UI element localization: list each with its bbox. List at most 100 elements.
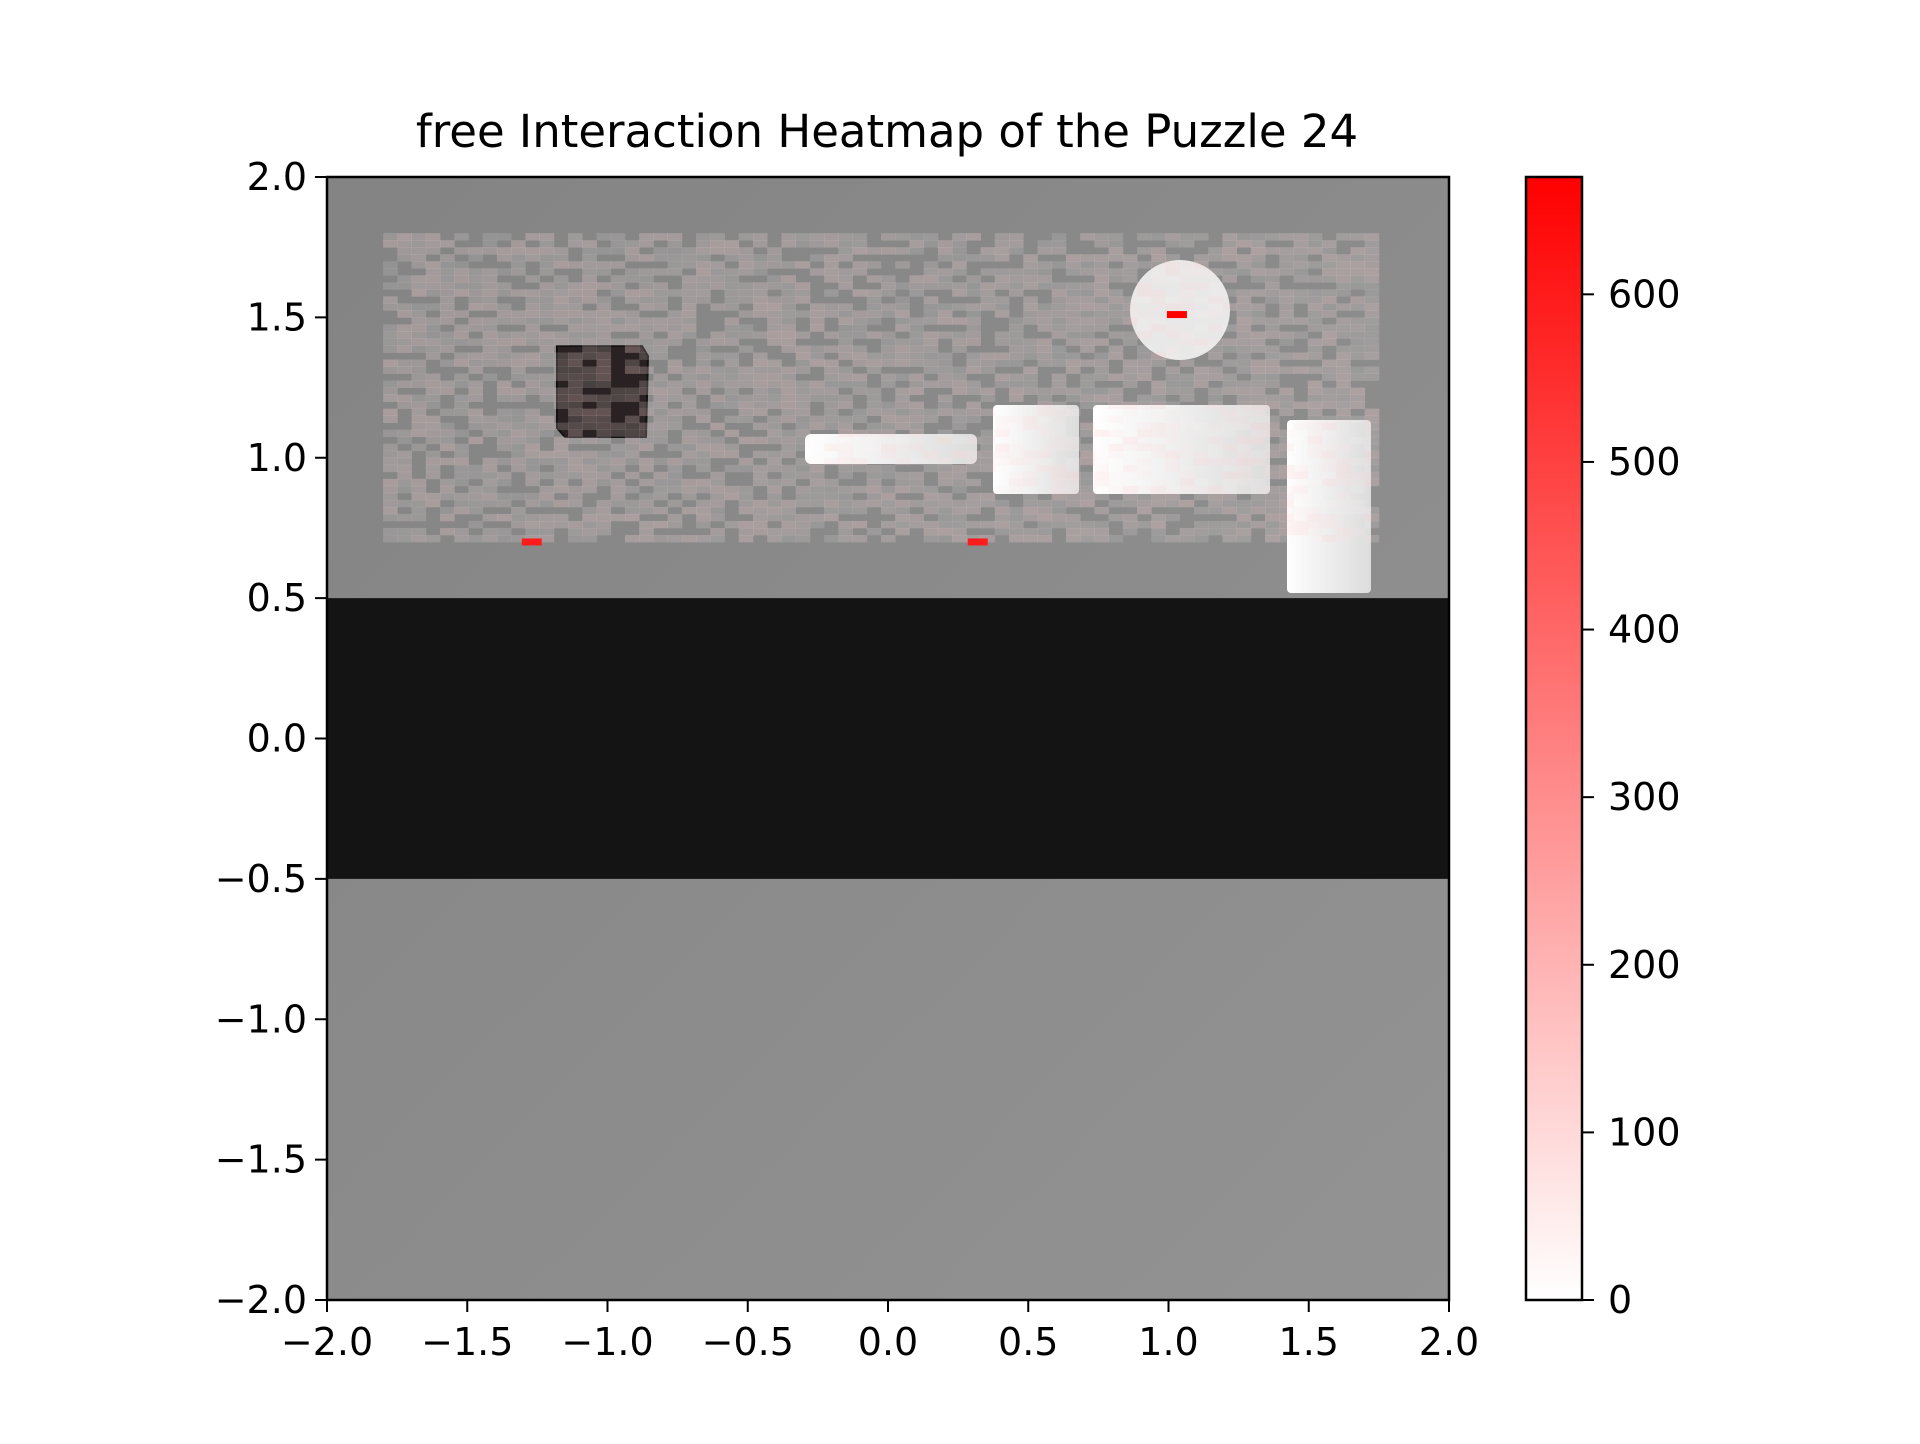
heat-cell [1208, 492, 1223, 501]
heat-cell [1179, 450, 1195, 459]
heat-cell [1037, 443, 1053, 452]
heat-cell [1122, 527, 1138, 536]
heat-cell [1279, 268, 1294, 276]
heat-cell [553, 478, 569, 487]
heat-cell [1307, 394, 1323, 402]
heat-cell [880, 338, 896, 346]
heat-cell [1293, 520, 1309, 529]
heat-cell [724, 366, 740, 374]
heat-cell [966, 359, 981, 367]
heat-cell [639, 317, 654, 325]
heat-cell [383, 408, 398, 417]
heat-cell [838, 380, 853, 388]
heat-cell [411, 359, 427, 367]
heat-cell [511, 520, 526, 529]
heat-cell [1051, 359, 1067, 367]
heat-cell [1080, 233, 1095, 241]
heat-cell [895, 471, 910, 480]
heat-cell [752, 289, 768, 297]
heat-cell [1051, 408, 1067, 417]
heat-cell [880, 289, 896, 297]
heat-cell [1265, 282, 1280, 290]
heat-cell [1051, 464, 1067, 473]
heat-cell [1350, 373, 1366, 381]
heat-cell [667, 534, 683, 543]
heat-cell [1009, 527, 1024, 536]
heat-cell [923, 499, 939, 508]
heat-cell [454, 464, 469, 473]
heat-cell [781, 464, 797, 473]
heat-cell [1179, 282, 1195, 290]
heat-cell [539, 471, 555, 480]
heat-cell [425, 352, 441, 360]
heat-cell [511, 534, 526, 543]
heat-cell [1080, 422, 1095, 431]
heat-cell [738, 331, 754, 339]
heat-cell [539, 380, 555, 388]
heat-cell [1193, 534, 1209, 543]
heat-cell [738, 289, 754, 297]
heat-cell [1080, 380, 1095, 388]
heat-cell [937, 240, 953, 248]
heat-cell [738, 254, 754, 262]
heat-cell [1122, 254, 1138, 262]
heat-cell [1222, 275, 1238, 283]
heat-cell [610, 240, 626, 248]
heat-cell [482, 240, 498, 248]
heat-cell [852, 268, 868, 276]
colorbar-tick-label: 0 [1608, 1278, 1632, 1322]
heat-cell [539, 415, 555, 424]
heat-cell [696, 373, 711, 381]
heat-cell [1250, 268, 1266, 276]
heat-cell [952, 331, 967, 339]
heat-cell [1108, 415, 1124, 424]
heat-cell [383, 380, 398, 388]
heat-cell [397, 254, 412, 262]
heat-cell [710, 338, 725, 346]
heat-cell [1250, 331, 1266, 339]
heat-cell [781, 366, 797, 374]
heat-cell [1193, 422, 1209, 431]
heat-cell [1350, 345, 1366, 353]
heat-cell [1236, 338, 1252, 346]
heat-cell [1236, 450, 1252, 459]
heat-cell [1023, 380, 1038, 388]
heat-cell [1222, 492, 1238, 501]
heat-cell [752, 436, 768, 445]
heat-cell [767, 464, 782, 473]
heat-cell [1336, 359, 1351, 367]
heat-cell [1037, 359, 1053, 367]
heat-cell [454, 352, 469, 360]
heat-cell [440, 345, 455, 353]
heat-cell [952, 289, 967, 297]
heat-cell [624, 296, 640, 304]
heat-cell [1165, 240, 1181, 248]
heat-cell [895, 261, 910, 269]
heat-cell [909, 499, 925, 508]
heat-cell [909, 513, 925, 522]
heat-cell [710, 492, 725, 501]
heat-cell [568, 240, 583, 248]
heat-cell [496, 478, 512, 487]
heat-cell [781, 261, 797, 269]
heat-cell [838, 422, 853, 431]
heat-cell [1236, 352, 1252, 360]
heat-cell [1122, 485, 1138, 494]
heat-cell [696, 268, 711, 276]
heat-cell [1336, 534, 1351, 543]
heat-cell [468, 394, 484, 402]
heat-cell [482, 373, 498, 381]
heat-cell [1307, 324, 1323, 332]
heat-cell [752, 422, 768, 431]
heat-cell [624, 506, 640, 515]
heat-cell [781, 373, 797, 381]
heat-cell [824, 401, 839, 410]
heat-cell [596, 268, 612, 276]
heat-cell [1350, 478, 1366, 487]
heat-cell [468, 247, 484, 255]
heat-cell [681, 296, 697, 304]
heat-cell [1009, 520, 1024, 529]
heat-cell [1222, 240, 1238, 248]
heat-cell [795, 443, 811, 452]
heat-cell [809, 499, 825, 508]
